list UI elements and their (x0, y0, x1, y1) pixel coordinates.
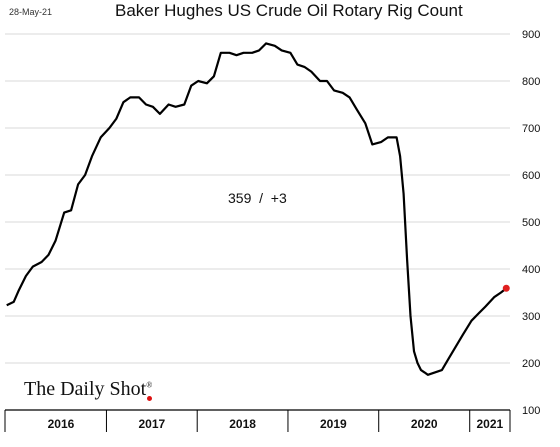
y-tick-label: 200 (522, 358, 540, 370)
brand-logo: The Daily Shot® (24, 378, 152, 401)
brand-dot (147, 396, 152, 401)
y-tick-label: 800 (522, 76, 540, 88)
brand-name: The Daily Shot (24, 378, 147, 400)
y-tick-label: 400 (522, 264, 540, 276)
x-year-label: 2016 (48, 417, 75, 431)
gridlines (5, 33, 510, 364)
x-year-label: 2020 (411, 417, 438, 431)
y-tick-label: 900 (522, 29, 540, 41)
latest-value-annotation: 359 / +3 (228, 190, 287, 206)
last-point-marker (502, 284, 510, 292)
x-year-label: 2018 (229, 417, 256, 431)
y-tick-label: 700 (522, 123, 540, 135)
brand-registered-mark: ® (146, 380, 153, 390)
x-year-label: 2019 (320, 417, 347, 431)
chart-title: Baker Hughes US Crude Oil Rotary Rig Cou… (115, 1, 463, 20)
y-tick-label: 500 (522, 217, 540, 229)
date-stamp: 28-May-21 (9, 7, 53, 17)
y-tick-label: 600 (522, 170, 540, 182)
y-axis-tick-labels: 100 200 300 400 500 600 700 800 900 (522, 29, 540, 417)
x-year-label: 2017 (138, 417, 165, 431)
x-axis: 2016 2017 2018 2019 2020 2021 (4, 409, 511, 432)
x-year-label: 2021 (477, 417, 504, 431)
y-tick-label: 100 (522, 405, 540, 417)
series-line (6, 42, 507, 376)
y-tick-label: 300 (522, 311, 540, 323)
